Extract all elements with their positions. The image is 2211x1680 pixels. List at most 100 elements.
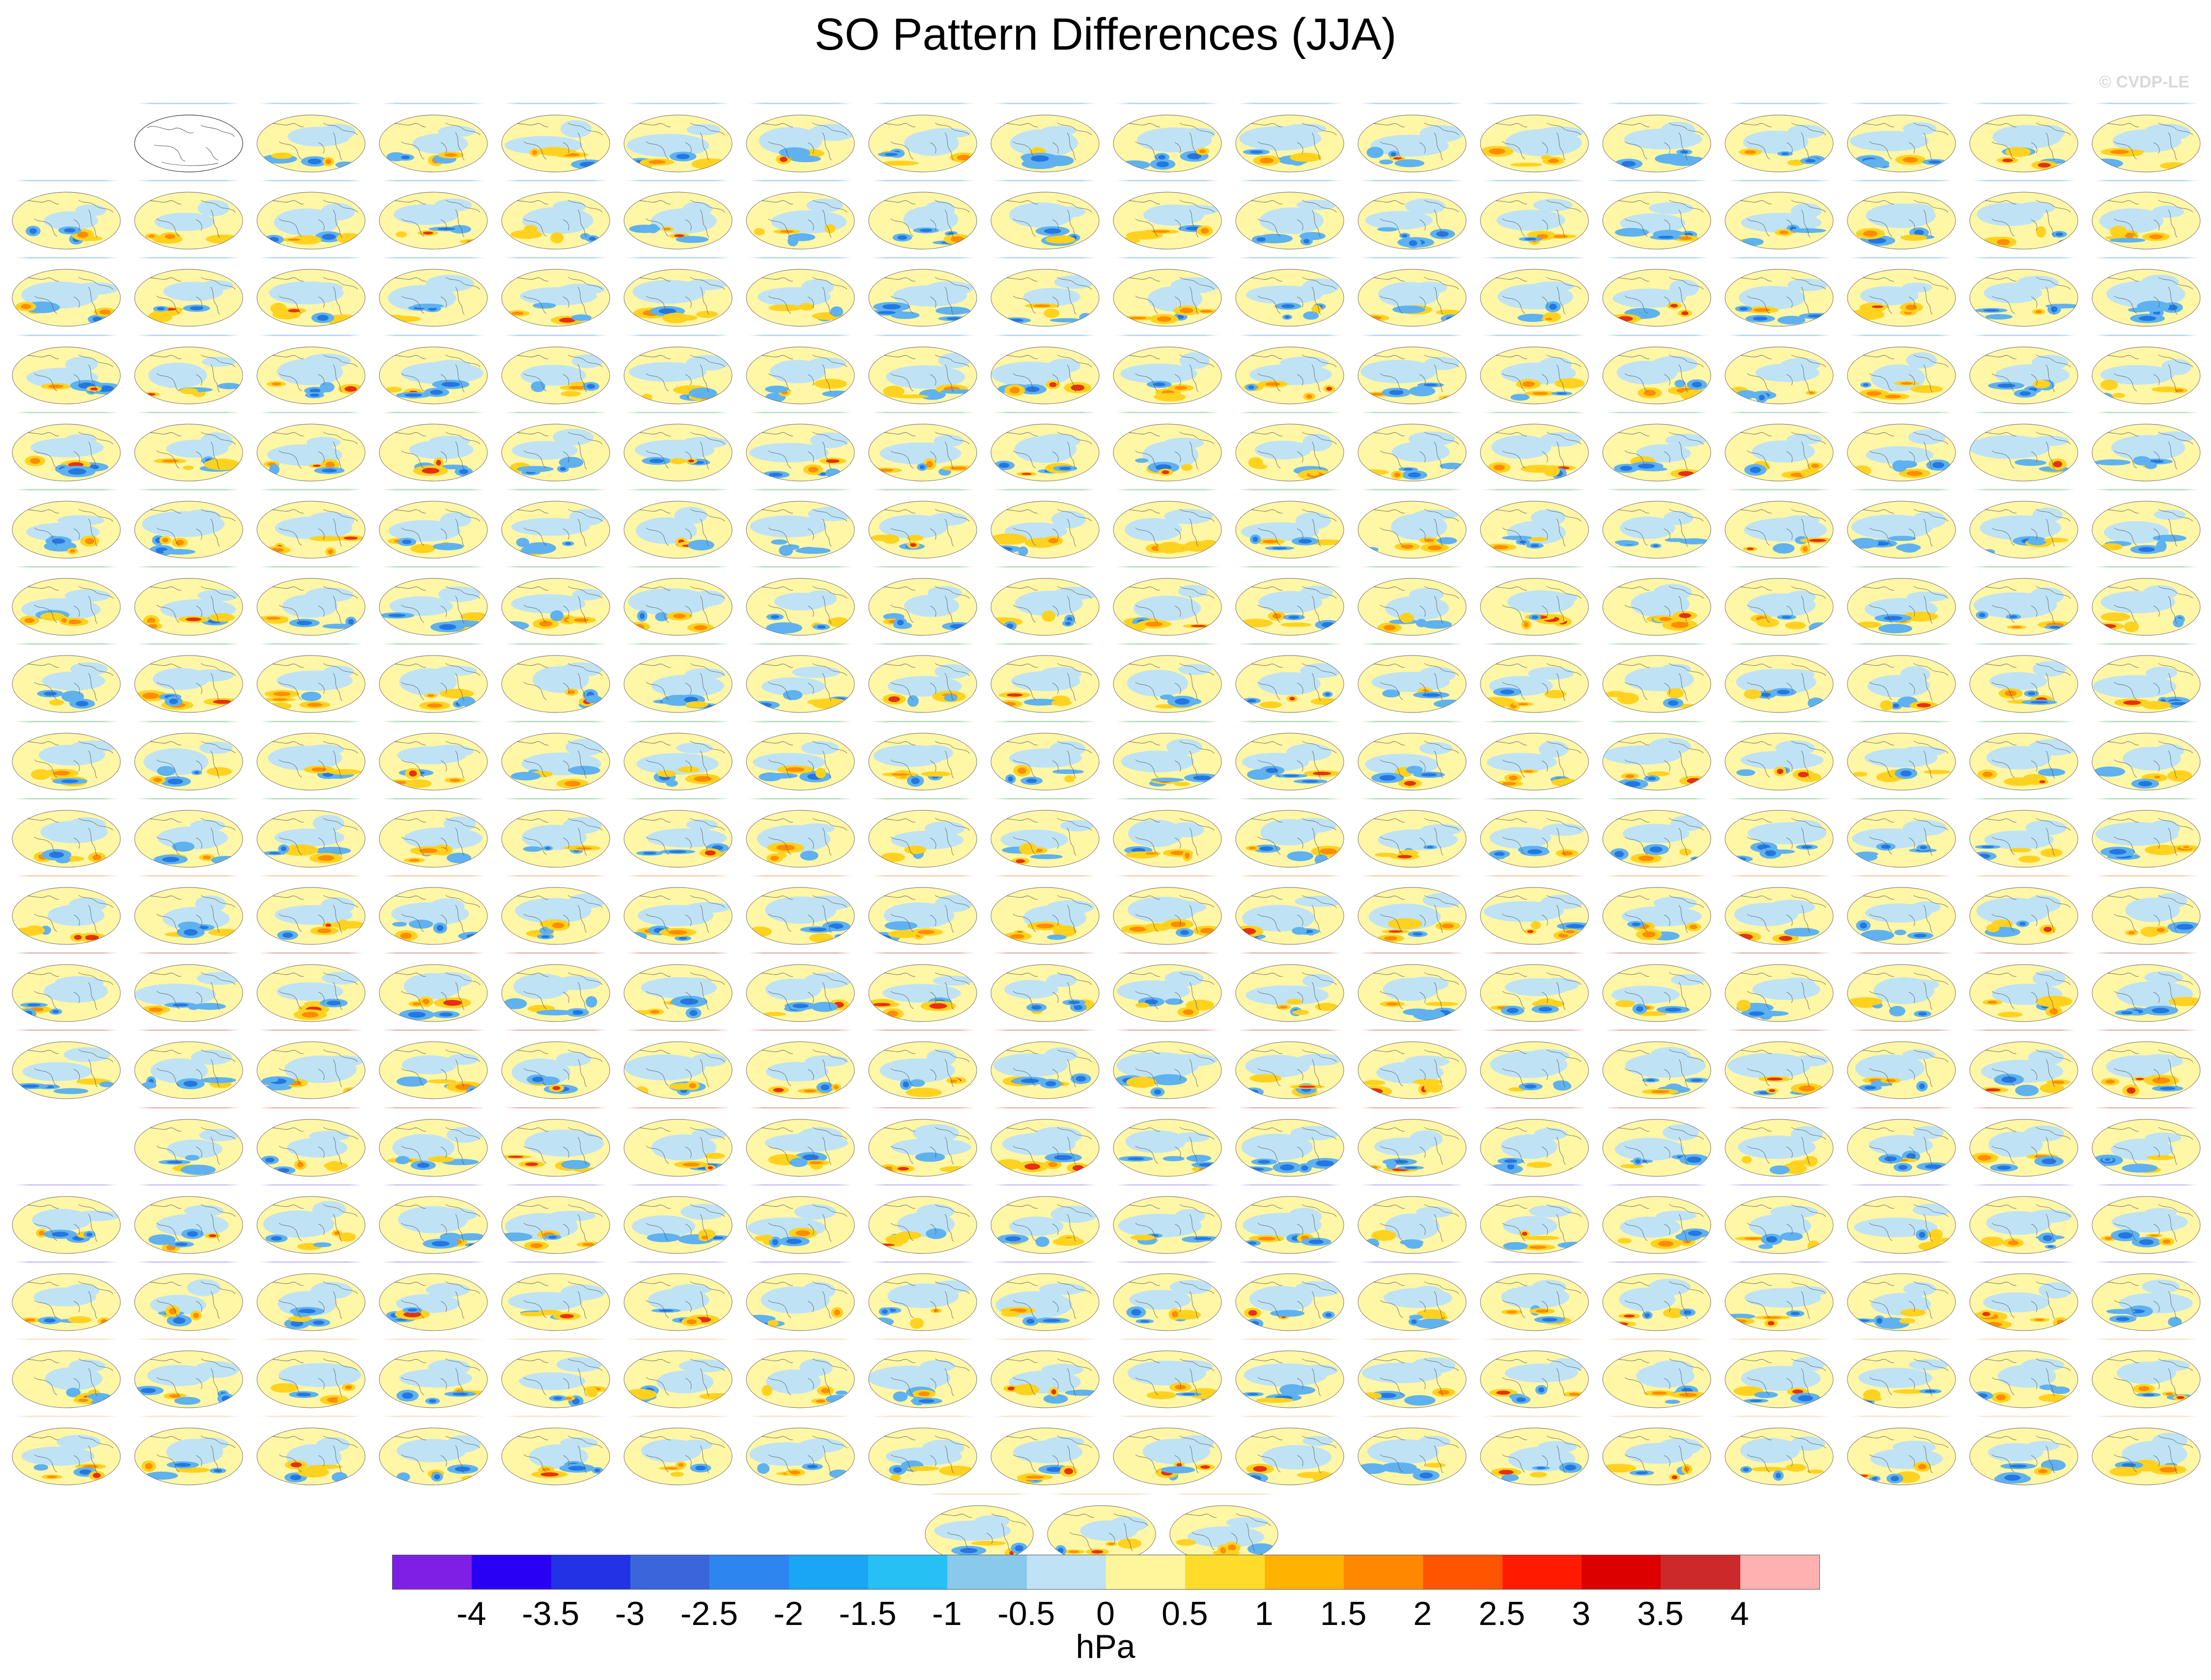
difference-map [1969, 1041, 2078, 1099]
panel-caption-bar [1595, 1107, 1718, 1109]
difference-map [1847, 501, 1956, 559]
panel-caption-bar [250, 103, 372, 104]
difference-map-panel [494, 948, 617, 1026]
difference-map [1113, 1041, 1222, 1099]
colorbar-swatch [1026, 1555, 1106, 1589]
difference-map [2092, 501, 2201, 559]
difference-map-panel [127, 330, 250, 409]
difference-map-panel [1962, 1180, 2085, 1258]
difference-map [1480, 1427, 1589, 1485]
difference-map-panel [5, 1180, 128, 1258]
difference-map-panel [1718, 175, 1841, 254]
difference-map-panel [2085, 484, 2208, 563]
difference-map [501, 1350, 610, 1408]
difference-map [1235, 192, 1344, 250]
difference-map-panel [1962, 562, 2085, 640]
difference-map-panel [1840, 1257, 1963, 1336]
difference-map-panel [984, 1025, 1106, 1104]
panel-caption-bar [617, 720, 739, 722]
panel-caption-bar [1351, 411, 1474, 413]
difference-map-panel [494, 1257, 617, 1336]
difference-map [1969, 1427, 2078, 1485]
difference-map [991, 578, 1100, 636]
difference-map [991, 733, 1100, 791]
panel-caption-bar [1351, 489, 1474, 490]
panel-caption-bar [1595, 334, 1718, 336]
difference-map [1725, 887, 1834, 945]
panel-caption-bar [250, 334, 372, 336]
panel-caption-bar [127, 875, 250, 877]
difference-map-panel [1228, 330, 1351, 409]
difference-map-panel [5, 253, 128, 331]
difference-map [1602, 1350, 1711, 1408]
panel-caption-bar [494, 875, 617, 877]
difference-map-panel [127, 562, 250, 640]
difference-map [868, 1273, 977, 1331]
difference-map [1235, 1119, 1344, 1177]
difference-map-panel [861, 562, 984, 640]
panel-caption-bar [494, 566, 617, 568]
panel-caption-bar [1962, 1107, 2085, 1109]
difference-map [2092, 887, 2201, 945]
panel-caption-bar [984, 643, 1106, 645]
difference-map-panel [739, 1334, 862, 1413]
difference-map [379, 964, 488, 1022]
panel-caption-bar [494, 1416, 617, 1418]
difference-map [2092, 1350, 2201, 1408]
panel-caption-bar [1840, 257, 1963, 259]
difference-map [501, 192, 610, 250]
difference-map [1480, 578, 1589, 636]
difference-map [12, 810, 121, 868]
difference-map [1725, 1273, 1834, 1331]
difference-map [1602, 1273, 1711, 1331]
panel-caption-bar [250, 411, 372, 413]
panel-caption-bar [1718, 1029, 1841, 1031]
difference-map-panel [5, 948, 128, 1026]
difference-map [1969, 887, 2078, 945]
panel-caption-bar [127, 566, 250, 568]
difference-map-panel [2085, 98, 2208, 177]
colorbar-tick-label: -3 [615, 1595, 645, 1632]
difference-map [256, 346, 366, 404]
difference-map [1969, 733, 2078, 791]
difference-map-panel [1106, 1103, 1229, 1181]
panel-caption-bar [861, 1107, 984, 1109]
difference-map [624, 733, 733, 791]
difference-map-panel [1106, 407, 1229, 486]
difference-map-panel [984, 1180, 1106, 1258]
panel-caption-bar [1962, 1338, 2085, 1340]
panel-caption-bar [1106, 257, 1229, 259]
difference-map-panel [372, 716, 495, 795]
panel-caption-bar [1228, 103, 1351, 104]
difference-map-panel [1228, 1025, 1351, 1104]
difference-map [746, 269, 855, 327]
colorbar-swatch [1581, 1555, 1661, 1589]
panel-caption-bar [1351, 1184, 1474, 1186]
panel-caption-bar [127, 334, 250, 336]
difference-map-panel [2085, 407, 2208, 486]
difference-map-panel [5, 716, 128, 795]
difference-map-panel [1718, 1025, 1841, 1104]
panel-caption-bar [617, 489, 739, 490]
panel-caption-bar [1228, 489, 1351, 490]
difference-map-panel [617, 1257, 739, 1336]
difference-map [1113, 269, 1222, 327]
panel-caption-bar [1228, 1184, 1351, 1186]
difference-map-panel [127, 253, 250, 331]
difference-map [1480, 1196, 1589, 1254]
reference-map-panel [127, 98, 250, 177]
difference-map [134, 1119, 243, 1177]
panel-caption-bar [1718, 720, 1841, 722]
difference-map-panel [127, 1334, 250, 1413]
panel-caption-bar [739, 952, 862, 954]
difference-map-panel [1595, 716, 1718, 795]
difference-map-panel [1962, 484, 2085, 563]
panel-caption-bar [1840, 875, 1963, 877]
panel-caption-bar [2085, 257, 2208, 259]
difference-map-panel [861, 175, 984, 254]
difference-map [1113, 1350, 1222, 1408]
difference-map [1169, 1505, 1278, 1563]
difference-map [256, 810, 366, 868]
difference-map [1969, 655, 2078, 713]
difference-map [746, 501, 855, 559]
